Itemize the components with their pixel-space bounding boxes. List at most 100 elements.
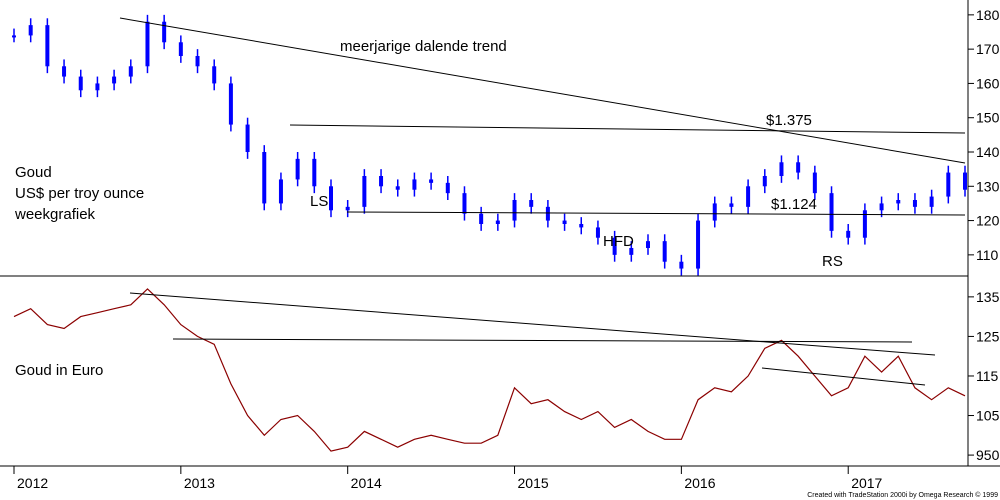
usd-candle-body (646, 241, 650, 248)
usd-candle-body (12, 35, 16, 38)
usd-candle-body (362, 176, 367, 207)
eur-horizontal-line (172, 338, 913, 343)
usd-candle-body (445, 182, 450, 194)
usd-downtrend-line (119, 17, 966, 164)
x-tick-label: 2012 (17, 475, 48, 491)
usd-candle-body (295, 158, 300, 180)
eur-y-tick-label: 135 (976, 289, 1000, 305)
usd-label-line1: Goud (15, 164, 52, 181)
usd-y-tick-label: 180 (976, 7, 1000, 23)
x-tick-label: 2014 (351, 475, 382, 491)
usd-candle-body (412, 179, 417, 190)
usd-candle-body (829, 193, 834, 231)
usd-y-tick-label: 110 (976, 247, 999, 263)
eur-y-axis: 950 105 115 125 135 (968, 289, 1000, 463)
usd-candle-body (78, 76, 83, 91)
annotation-right-shoulder: RS (822, 253, 843, 270)
eur-downtrend-line (129, 292, 936, 356)
usd-candle-body (779, 162, 784, 176)
usd-candle-body (929, 196, 934, 207)
usd-candle-body (145, 21, 150, 67)
usd-candle-body (245, 124, 250, 152)
usd-candle-body (629, 248, 634, 255)
usd-candle-body (228, 83, 233, 125)
eur-y-tick-label: 115 (976, 368, 999, 384)
usd-candle-body (946, 172, 951, 197)
x-tick-label: 2017 (851, 475, 882, 491)
annotation-head: HFD (603, 233, 634, 250)
usd-y-tick-label: 160 (976, 75, 1000, 91)
usd-candle-body (512, 200, 517, 221)
usd-candle-body (462, 193, 467, 214)
usd-candle-body (595, 227, 600, 238)
usd-candle-body (812, 172, 817, 194)
eur-y-tick-label: 950 (976, 447, 1000, 463)
usd-neckline-top (289, 124, 966, 134)
usd-candle-body (712, 203, 717, 221)
usd-candle-body (495, 220, 500, 224)
x-tick-label: 2013 (184, 475, 215, 491)
usd-candle-body (329, 186, 333, 211)
usd-candle-body (95, 83, 100, 91)
usd-candle-body (963, 172, 967, 190)
x-axis: 2012 2013 2014 2015 2016 2017 (13, 466, 883, 491)
usd-candle-body (278, 179, 283, 204)
usd-candle-body (45, 25, 50, 67)
usd-label-line3: weekgrafiek (14, 206, 96, 223)
usd-y-axis: 110 120 130 140 150 160 170 180 (968, 7, 1000, 263)
usd-candle-body (212, 66, 217, 84)
usd-candle-body (178, 42, 183, 56)
usd-candle-body (562, 220, 567, 224)
usd-y-tick-label: 130 (976, 178, 1000, 194)
usd-candle-body (28, 25, 33, 36)
usd-candle-body (896, 200, 901, 204)
usd-candle-body (662, 241, 667, 262)
annotation-trend: meerjarige dalende trend (340, 38, 507, 55)
x-tick-label: 2015 (518, 475, 549, 491)
usd-label-line2: US$ per troy ounce (15, 185, 144, 202)
usd-candle-body (345, 206, 350, 211)
eur-line (13, 288, 966, 452)
usd-candle-body (379, 176, 384, 187)
eur-series-line (13, 288, 966, 452)
usd-candle-body (912, 200, 917, 207)
usd-candle-body (729, 203, 734, 207)
eur-label: Goud in Euro (15, 362, 103, 379)
usd-candle-body (395, 186, 400, 190)
usd-y-tick-label: 170 (976, 41, 1000, 57)
usd-candle-body (162, 21, 167, 43)
usd-y-tick-label: 120 (976, 213, 1000, 229)
eur-y-tick-label: 125 (976, 328, 1000, 344)
usd-candle-body (696, 220, 701, 269)
usd-candle-body (112, 76, 117, 84)
eur-lower-channel (761, 367, 926, 386)
usd-candle-body (762, 176, 767, 187)
usd-candle-body (612, 237, 617, 255)
eur-y-tick-label: 105 (976, 408, 1000, 424)
usd-candle-body (846, 230, 851, 238)
usd-candle-body (128, 66, 133, 77)
usd-candle-body (679, 261, 684, 269)
x-tick-label: 2016 (684, 475, 715, 491)
usd-candle-body (579, 224, 584, 228)
usd-candle-body (862, 210, 867, 238)
usd-candles (12, 14, 967, 276)
usd-y-tick-label: 140 (976, 144, 1000, 160)
usd-y-tick-label: 150 (976, 110, 1000, 126)
usd-candle-body (262, 152, 267, 204)
usd-candle-body (479, 213, 484, 224)
annotation-low: $1.124 (771, 196, 817, 213)
credit-text: Created with TradeStation 2000i by Omega… (807, 491, 998, 499)
usd-candle-body (545, 206, 550, 221)
usd-candle-body (429, 179, 434, 183)
usd-candle-body (62, 66, 67, 77)
usd-candle-body (796, 162, 801, 173)
usd-candle-body (879, 203, 884, 211)
annotation-high: $1.375 (766, 112, 812, 129)
usd-candle-body (746, 186, 751, 207)
usd-candle-body (312, 158, 317, 187)
usd-support-line (346, 211, 966, 216)
usd-candle-body (529, 200, 534, 207)
